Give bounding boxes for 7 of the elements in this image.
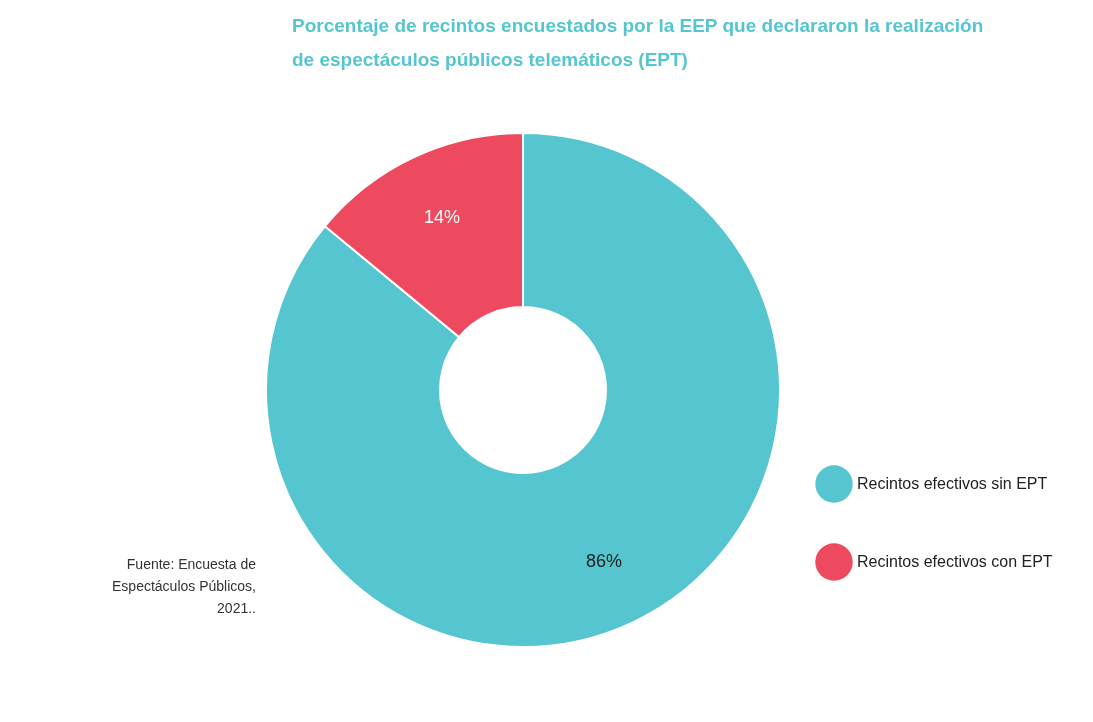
donut-slice bbox=[265, 132, 781, 648]
legend-label: Recintos efectivos sin EPT bbox=[857, 475, 1048, 492]
legend-label: Recintos efectivos con EPT bbox=[857, 553, 1053, 570]
chart-title: Porcentaje de recintos encuestados por la EEP que declararon la realización de espectáculos públicos telemáticos (EPT) bbox=[292, 15, 984, 70]
source-note: Fuente: Encuesta de Espectáculos Públicos, 2021.. bbox=[112, 556, 257, 616]
data-label: 14% bbox=[424, 207, 461, 228]
data-label: 86% bbox=[585, 550, 622, 571]
